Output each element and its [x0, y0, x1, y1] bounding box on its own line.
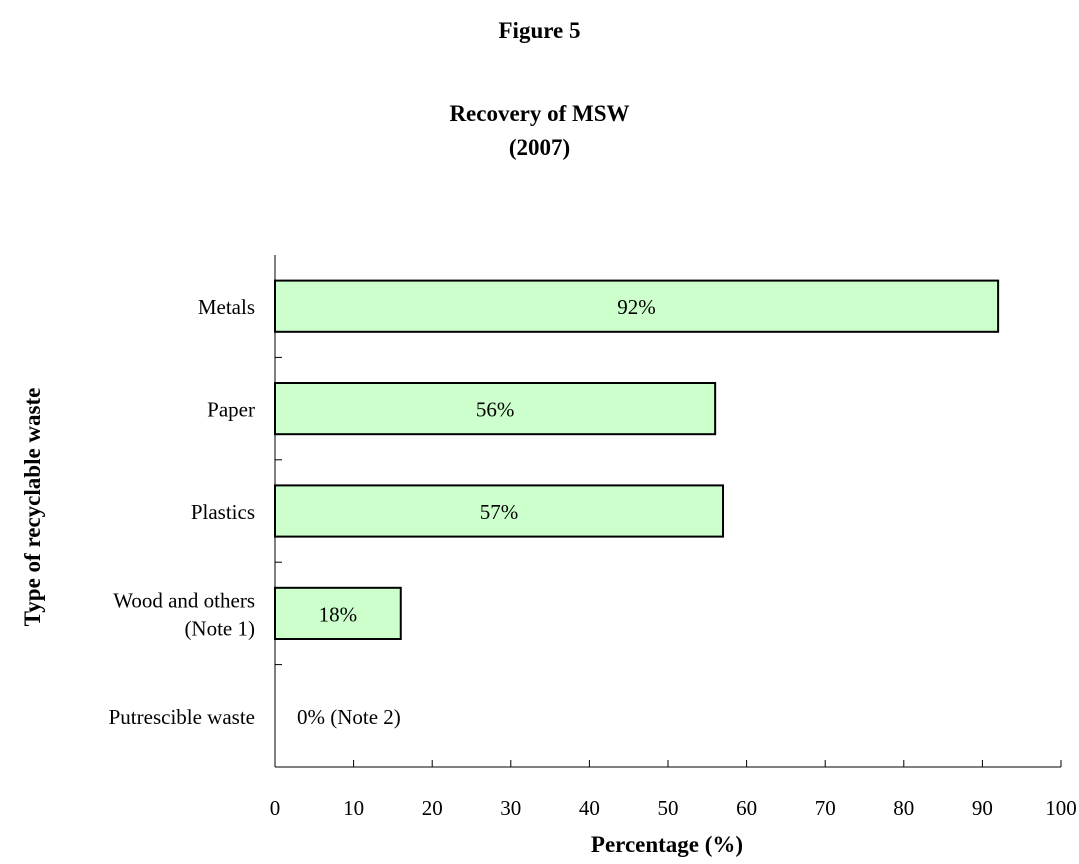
- category-label-4: Putrescible waste: [109, 705, 255, 729]
- data-label-2: 57%: [480, 500, 519, 524]
- chart-subtitle: (2007): [508, 135, 571, 160]
- x-tick-label-4: 40: [579, 796, 600, 820]
- x-tick-label-2: 20: [422, 796, 443, 820]
- x-tick-label-6: 60: [736, 796, 757, 820]
- bars-group: [274, 279, 1000, 640]
- x-tick-label-9: 90: [972, 796, 993, 820]
- bar-3: [274, 586, 402, 640]
- category-label-2: Plastics: [191, 500, 255, 524]
- x-axis-title: Percentage (%): [591, 832, 743, 857]
- bar-0: [274, 279, 1000, 333]
- category-label-0: Metals: [198, 295, 255, 319]
- x-tick-label-5: 50: [658, 796, 679, 820]
- labels-group: 92% Metals 56% Paper 57% Plastics 18% Wood and …: [109, 295, 1077, 820]
- data-label-0: 92%: [617, 295, 656, 319]
- category-label-3-line-0: Wood and others: [113, 588, 255, 612]
- x-tick-label-0: 0: [270, 796, 281, 820]
- bar-2: [274, 484, 725, 538]
- x-tick-label-8: 80: [893, 796, 914, 820]
- category-label-3-line-1: (Note 1): [184, 616, 255, 640]
- figure-label: Figure 5: [498, 18, 581, 43]
- chart-title-block: Recovery of MSW (2007): [0, 97, 1079, 165]
- x-tick-label-1: 10: [343, 796, 364, 820]
- x-tick-label-10: 100: [1045, 796, 1077, 820]
- y-axis-title: Type of recyclable waste: [20, 388, 45, 627]
- axes-group: [274, 255, 1062, 768]
- x-tick-label-3: 30: [500, 796, 521, 820]
- data-label-1: 56%: [476, 398, 515, 422]
- data-label-3: 18%: [319, 602, 358, 626]
- x-tick-label-7: 70: [815, 796, 836, 820]
- data-label-4: 0% (Note 2): [297, 705, 401, 729]
- category-label-1: Paper: [207, 398, 255, 422]
- chart-title: Recovery of MSW: [449, 101, 630, 126]
